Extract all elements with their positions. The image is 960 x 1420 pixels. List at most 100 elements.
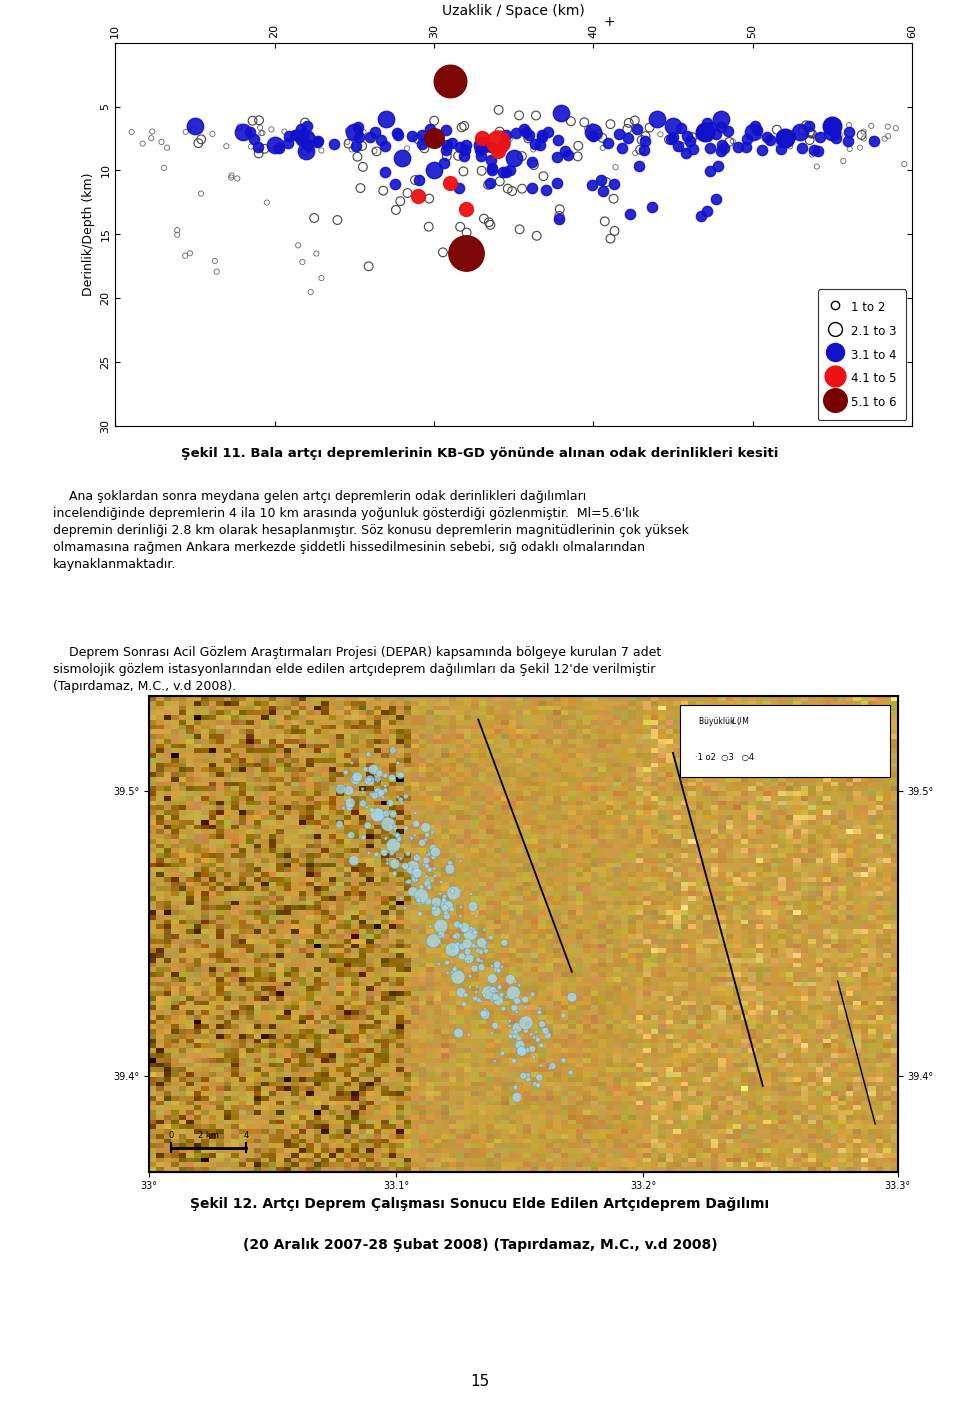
Point <box>256 138 272 160</box>
Point <box>490 980 505 1003</box>
Point <box>634 129 649 152</box>
Point <box>512 219 527 241</box>
Point <box>300 135 316 158</box>
Point <box>409 866 424 889</box>
Point <box>649 108 664 131</box>
Point <box>803 122 818 145</box>
Point <box>798 122 813 145</box>
Point <box>478 940 493 963</box>
Point <box>452 216 468 239</box>
Point <box>364 784 379 807</box>
Point <box>518 1011 534 1034</box>
Point <box>810 139 826 162</box>
Point <box>428 900 444 923</box>
Point <box>371 780 386 802</box>
Point <box>306 207 322 230</box>
Point <box>502 158 517 180</box>
Point <box>672 138 687 160</box>
Text: Deprem Sonrası Acil Gözlem Araştırmaları Projesi (DEPAR) kapsamında bölgeye kuru: Deprem Sonrası Acil Gözlem Araştırmaları… <box>53 646 661 693</box>
Point <box>477 919 492 941</box>
Point <box>361 743 376 765</box>
Point <box>534 1034 549 1056</box>
Point <box>420 872 435 895</box>
Point <box>452 914 468 937</box>
Point <box>445 936 461 959</box>
Point <box>415 133 430 156</box>
Point <box>387 852 402 875</box>
Point <box>525 176 540 199</box>
Point <box>209 260 225 283</box>
Point <box>356 826 372 849</box>
Point <box>685 138 701 160</box>
Point <box>517 988 533 1011</box>
Point <box>370 804 385 826</box>
Point <box>514 1039 529 1062</box>
Point <box>366 758 381 781</box>
Point <box>487 1049 502 1072</box>
Point <box>470 949 486 971</box>
Point <box>492 170 508 193</box>
Point <box>750 118 765 141</box>
Point <box>428 841 444 863</box>
Point <box>485 954 500 977</box>
Point <box>384 767 399 790</box>
Point <box>407 169 422 192</box>
Point <box>235 121 251 143</box>
Point <box>708 124 723 146</box>
Point <box>468 936 484 959</box>
Point <box>508 1024 523 1047</box>
Point <box>253 122 269 145</box>
Point <box>231 115 247 138</box>
Point <box>461 947 476 970</box>
Point <box>341 780 356 802</box>
Point <box>377 135 393 158</box>
Point <box>295 250 310 273</box>
Point <box>620 126 636 149</box>
Point <box>528 1074 543 1096</box>
Point <box>412 169 427 192</box>
Point <box>439 118 454 141</box>
Point <box>453 879 468 902</box>
Point <box>550 129 565 152</box>
Point <box>673 116 688 139</box>
Point <box>398 785 414 808</box>
Point <box>375 785 391 808</box>
Point <box>457 919 472 941</box>
Point <box>450 966 466 988</box>
Point <box>738 136 754 159</box>
Point <box>385 738 400 761</box>
Point <box>145 121 160 143</box>
Point <box>154 131 169 153</box>
Point <box>387 173 402 196</box>
Point <box>458 984 473 1007</box>
Point <box>378 826 394 849</box>
Point <box>533 133 548 156</box>
Point <box>702 136 717 159</box>
Point <box>540 1024 556 1047</box>
Point <box>156 156 172 179</box>
Point <box>372 763 387 785</box>
Point <box>629 118 644 141</box>
Point <box>362 126 377 149</box>
Point <box>242 121 257 143</box>
Point <box>311 129 326 152</box>
Point <box>755 139 770 162</box>
Point <box>561 143 576 166</box>
Point <box>392 828 407 851</box>
Point <box>584 122 599 145</box>
Point <box>476 984 492 1007</box>
Point <box>842 138 857 160</box>
Point <box>520 1012 536 1035</box>
Point <box>517 995 533 1018</box>
Point <box>485 967 500 990</box>
Point <box>340 131 355 153</box>
Point <box>713 139 729 162</box>
Point <box>447 959 463 981</box>
Point <box>805 139 821 162</box>
Point <box>135 132 151 155</box>
Point <box>473 990 489 1012</box>
Point <box>373 129 389 152</box>
Point <box>380 852 396 875</box>
Point <box>491 960 506 983</box>
Point <box>420 843 435 866</box>
